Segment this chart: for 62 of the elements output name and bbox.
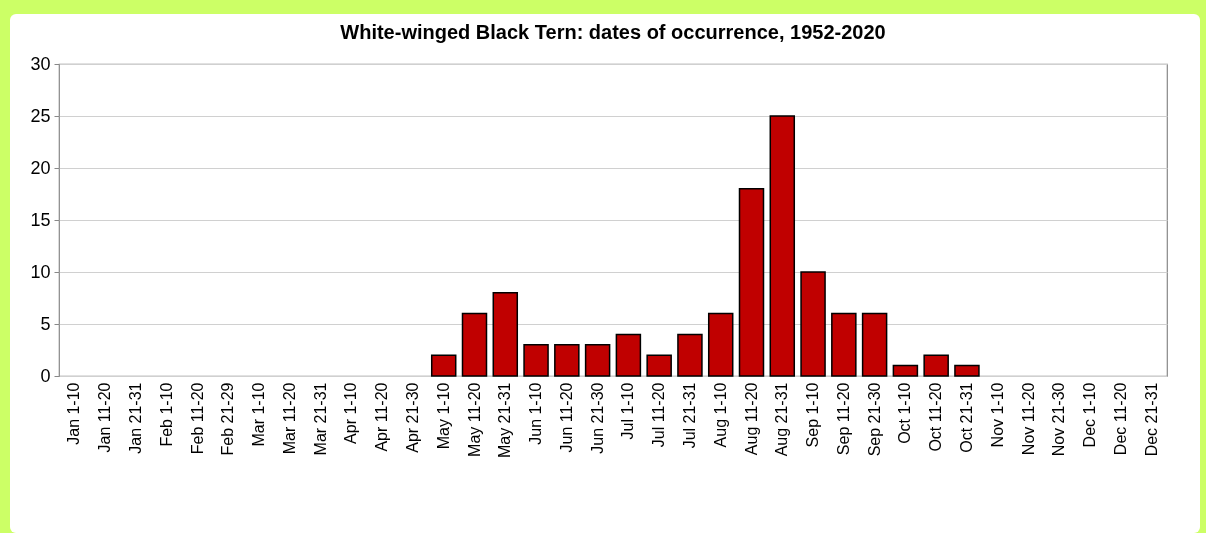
bar [707, 312, 734, 377]
x-tick-label: Oct 21-31 [957, 382, 975, 453]
chart-title: White-winged Black Tern: dates of occurrence, 1952-2020 [340, 21, 886, 43]
x-tick-label: Dec 11-20 [1111, 382, 1129, 456]
x-tick-label: Oct 11-20 [927, 382, 945, 452]
y-tick-label: 20 [30, 157, 51, 178]
x-tick-label: Jan 21-31 [126, 382, 144, 454]
x-tick-label: Nov 21-30 [1050, 382, 1068, 457]
x-tick-label: Sep 21-30 [865, 382, 883, 457]
bar [769, 115, 796, 377]
y-tick-label: 15 [30, 209, 51, 230]
x-tick-label: Jun 11-20 [557, 382, 575, 453]
x-tick-label: Sep 11-20 [834, 382, 852, 456]
bar [738, 188, 765, 377]
x-tick-label: Jun 1-10 [527, 382, 545, 445]
x-tick-label: Nov 11-20 [1019, 382, 1037, 456]
y-tick-label: 10 [30, 261, 51, 282]
x-tick-label: Jul 1-10 [619, 382, 637, 440]
y-tick-label: 25 [30, 105, 51, 126]
bar [677, 333, 703, 377]
x-tick-label: Aug 11-20 [742, 382, 760, 456]
x-tick-label: Apr 21-30 [403, 382, 421, 453]
x-tick-label: May 1-10 [434, 382, 452, 450]
x-tick-label: Aug 1-10 [711, 382, 729, 448]
bar [615, 333, 642, 377]
x-tick-label: Feb 21-29 [219, 382, 237, 456]
bar [523, 344, 549, 377]
bar [554, 344, 580, 377]
bar [831, 312, 857, 377]
bar [800, 271, 826, 377]
x-tick-label: Jul 21-31 [680, 382, 698, 449]
bar [861, 312, 888, 377]
bar [923, 354, 949, 377]
y-tick-label: 30 [30, 53, 51, 74]
x-tick-label: Apr 11-20 [373, 382, 391, 452]
x-tick-label: Mar 21-31 [311, 382, 329, 456]
x-tick-label: Jan 11-20 [96, 382, 114, 453]
y-tick-label: 5 [40, 313, 51, 334]
x-tick-label: Mar 11-20 [280, 382, 298, 455]
x-tick-label: Apr 1-10 [342, 382, 360, 444]
x-tick-label: May 11-20 [465, 382, 483, 457]
bar [430, 354, 457, 377]
y-tick-label: 0 [40, 365, 51, 386]
x-tick-label: Aug 21-31 [773, 382, 791, 457]
bar [492, 292, 519, 377]
bar [461, 312, 488, 377]
x-tick-label: Dec 1-10 [1081, 382, 1099, 448]
x-tick-label: Mar 1-10 [250, 382, 268, 447]
x-tick-label: Dec 21-31 [1142, 382, 1160, 457]
bar [584, 344, 611, 377]
x-tick-label: Sep 1-10 [804, 382, 822, 448]
bar [892, 364, 919, 377]
x-tick-label: Jun 21-30 [588, 382, 606, 454]
x-tick-label: Feb 1-10 [157, 382, 175, 447]
x-tick-label: Feb 11-20 [188, 382, 206, 455]
x-tick-label: Jan 1-10 [65, 382, 83, 445]
bar [954, 364, 980, 377]
x-tick-label: Nov 1-10 [988, 382, 1006, 448]
x-tick-label: Oct 1-10 [896, 382, 914, 444]
x-tick-label: Jul 11-20 [650, 382, 668, 448]
bar [646, 354, 672, 377]
x-tick-label: May 21-31 [496, 382, 514, 459]
